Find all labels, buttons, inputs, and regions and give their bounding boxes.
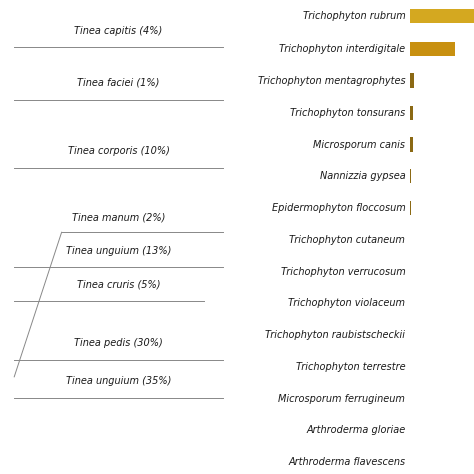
Bar — [410, 137, 413, 152]
Text: Arthroderma gloriae: Arthroderma gloriae — [306, 425, 405, 436]
Text: Tinea manum (2%): Tinea manum (2%) — [72, 213, 165, 223]
Bar — [410, 106, 413, 120]
Text: Epidermophyton floccosum: Epidermophyton floccosum — [272, 203, 405, 213]
Text: Tinea cruris (5%): Tinea cruris (5%) — [77, 279, 160, 289]
Text: Trichophyton terrestre: Trichophyton terrestre — [296, 362, 405, 372]
Text: Trichophyton raubistscheckii: Trichophyton raubistscheckii — [265, 330, 405, 340]
Text: Trichophyton tonsurans: Trichophyton tonsurans — [290, 108, 405, 118]
Text: Trichophyton violaceum: Trichophyton violaceum — [288, 298, 405, 309]
Text: Tinea capitis (4%): Tinea capitis (4%) — [74, 26, 163, 36]
Bar — [410, 73, 413, 88]
Text: Trichophyton cutaneum: Trichophyton cutaneum — [290, 235, 405, 245]
Bar — [410, 201, 411, 215]
Text: Trichophyton rubrum: Trichophyton rubrum — [302, 10, 405, 21]
Text: Tinea pedis (30%): Tinea pedis (30%) — [74, 338, 163, 348]
Text: Tinea unguium (13%): Tinea unguium (13%) — [66, 246, 171, 256]
Text: Tinea corporis (10%): Tinea corporis (10%) — [68, 146, 169, 156]
Text: Trichophyton interdigitale: Trichophyton interdigitale — [279, 44, 405, 54]
Text: Tinea unguium (35%): Tinea unguium (35%) — [66, 376, 171, 386]
Text: Microsporum ferrugineum: Microsporum ferrugineum — [278, 393, 405, 404]
Bar — [410, 42, 455, 56]
Text: Nannizzia gypsea: Nannizzia gypsea — [319, 171, 405, 182]
Text: Microsporum canis: Microsporum canis — [313, 139, 405, 150]
Text: Arthroderma flavescens: Arthroderma flavescens — [288, 457, 405, 467]
Text: Trichophyton verrucosum: Trichophyton verrucosum — [281, 266, 405, 277]
Text: Trichophyton mentagrophytes: Trichophyton mentagrophytes — [258, 75, 405, 86]
Bar — [410, 9, 474, 23]
Bar — [410, 169, 411, 183]
Text: Tinea faciei (1%): Tinea faciei (1%) — [77, 78, 160, 88]
